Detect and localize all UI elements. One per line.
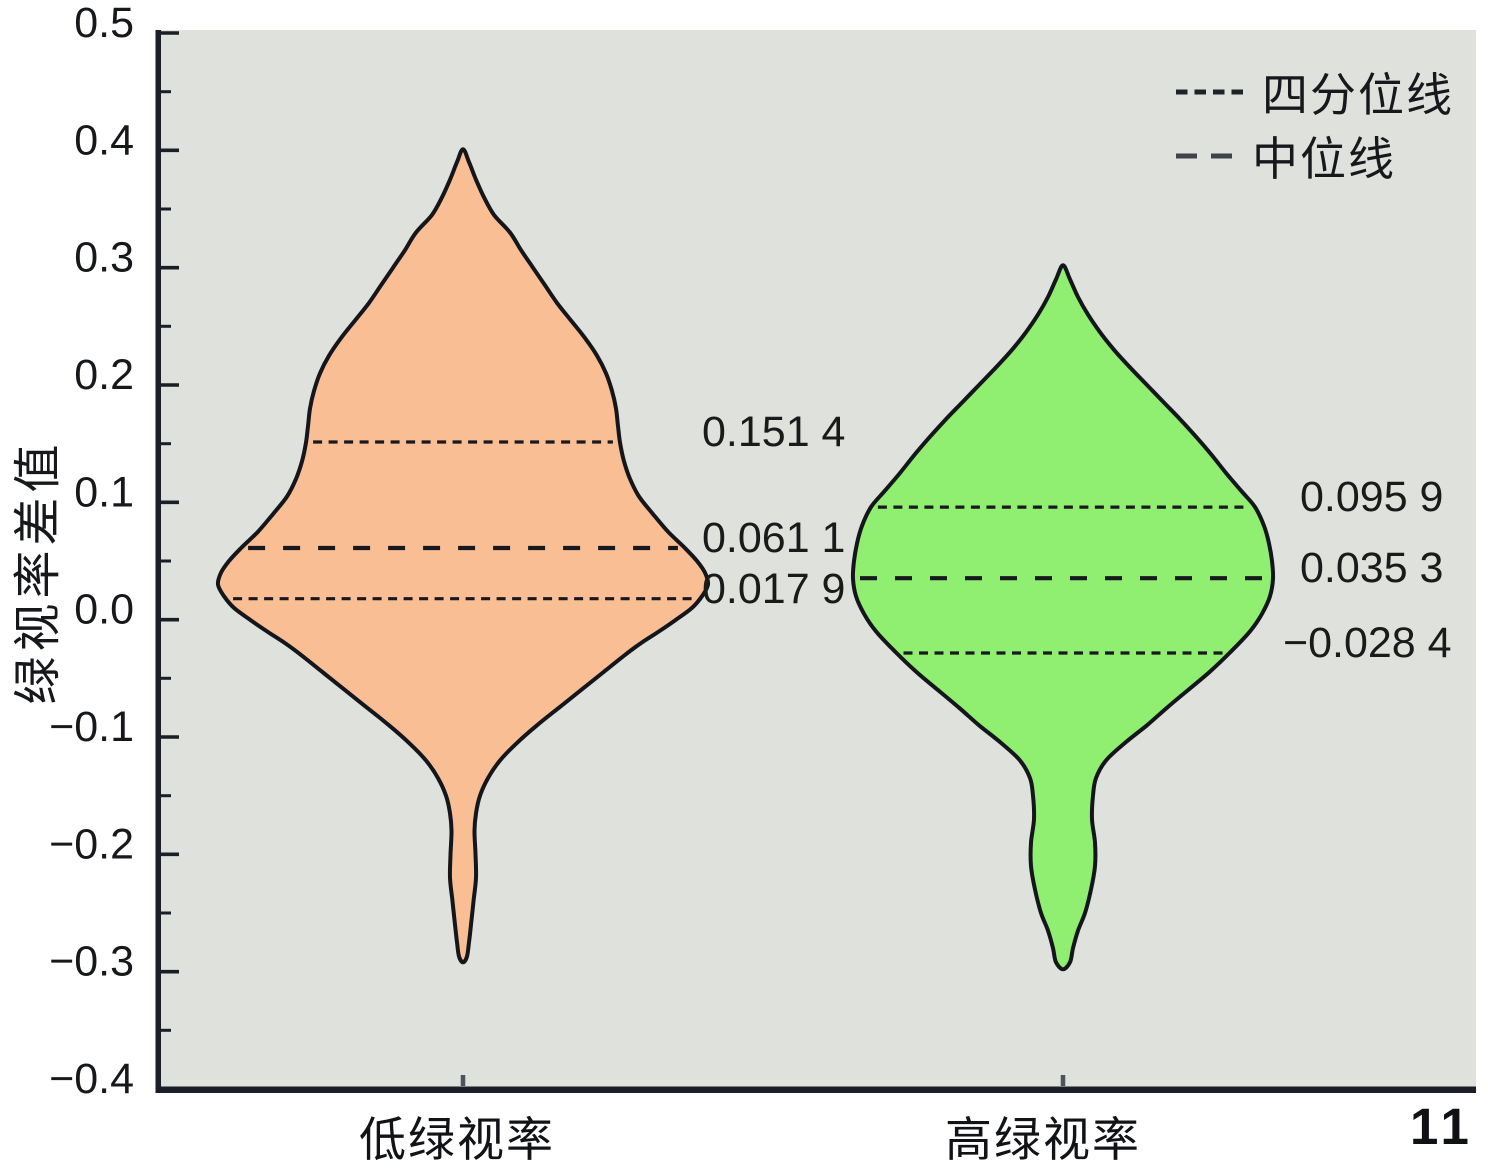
- y-axis-title: 绿视率差值: [12, 439, 65, 705]
- y-tick-label: −0.3: [49, 938, 134, 986]
- y-axis-line: [155, 30, 161, 1093]
- violin-low-green-rate: [215, 147, 711, 965]
- y-tick-label: 0.4: [74, 116, 134, 164]
- legend-label-quartile: 四分位线: [1262, 69, 1454, 121]
- x-axis-line: [155, 1086, 1476, 1093]
- x-category-high-green-rate: 高绿视率: [945, 1113, 1141, 1166]
- stat-value-label: 0.151 4: [702, 408, 846, 457]
- dashed-line-icon: [1176, 153, 1234, 159]
- legend-item-quartile: 四分位线: [1176, 64, 1454, 121]
- page-number: 11: [1410, 1098, 1474, 1155]
- y-tick-label: 0.5: [74, 0, 134, 47]
- stat-value-label: 0.095 9: [1300, 473, 1444, 522]
- y-tick-label: −0.2: [49, 820, 134, 868]
- y-tick-label: −0.4: [49, 1055, 134, 1103]
- stat-value-label: −0.028 4: [1283, 618, 1452, 667]
- y-tick-label: 0.1: [74, 468, 134, 516]
- stat-value-label: 0.017 9: [702, 564, 846, 613]
- dotted-line-icon: [1176, 89, 1244, 95]
- y-tick-label: 0.3: [74, 234, 134, 282]
- y-tick-label: 0.0: [74, 586, 134, 634]
- x-category-low-green-rate: 低绿视率: [359, 1113, 555, 1166]
- y-tick-label: −0.1: [49, 703, 134, 751]
- violin-high-green-rate: [850, 263, 1276, 972]
- stat-value-label: 0.035 3: [1300, 544, 1444, 593]
- y-tick-label: 0.2: [74, 351, 134, 399]
- legend: 四分位线 中位线: [1176, 64, 1454, 192]
- legend-item-median: 中位线: [1176, 128, 1454, 185]
- stat-value-label: 0.061 1: [702, 513, 846, 562]
- legend-label-median: 中位线: [1252, 133, 1396, 185]
